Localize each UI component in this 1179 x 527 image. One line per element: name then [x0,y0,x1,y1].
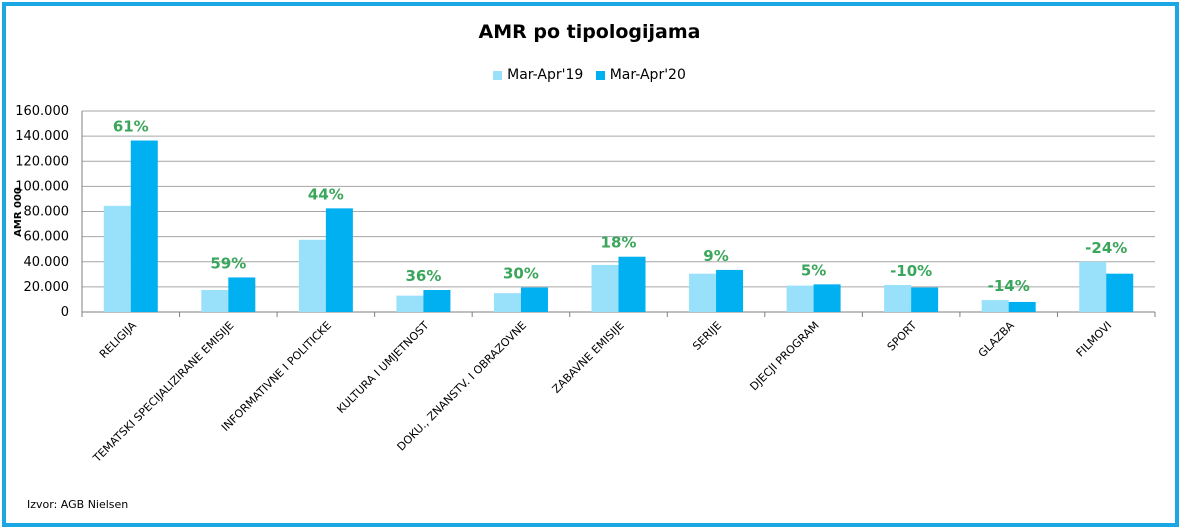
category-label: FILMOVI [1074,319,1115,360]
bar-2020 [1008,301,1036,312]
bar-2019 [591,264,619,312]
bar-2020 [228,277,256,312]
y-tick-label: 120.000 [15,154,69,169]
bar-2020 [618,256,646,312]
y-tick-label: 160.000 [15,104,69,119]
legend-item-2019: Mar-Apr'19 [493,67,583,83]
bar-2020 [325,208,353,312]
change-label: 30% [503,265,539,283]
bar-2020 [520,287,548,312]
category-label: SPORT [885,319,920,354]
bar-2019 [201,290,229,312]
change-label: 36% [405,267,441,285]
source-note: Izvor: AGB Nielsen [27,498,129,511]
bar-2019 [689,273,717,312]
chart-title: AMR po tipologijama [478,21,701,43]
legend-label-2020: Mar-Apr'20 [609,67,686,83]
bar-2019 [103,205,131,312]
category-label: KULTURA I UMJETNOST [334,319,431,416]
legend-swatch-2020 [595,70,605,80]
bar-2019 [884,284,912,312]
bar-2020 [813,284,841,312]
change-label: 9% [703,247,728,265]
legend-item-2020: Mar-Apr'20 [595,67,686,83]
bar-2020 [716,269,744,312]
y-tick-label: 40.000 [24,255,70,270]
bar-2020 [1106,273,1134,312]
change-label: -14% [988,277,1030,295]
change-label: 5% [801,261,826,279]
chart-legend: Mar-Apr'19 Mar-Apr'20 [0,67,1179,84]
change-label: 61% [113,118,149,136]
category-label: SERIJE [690,319,724,353]
legend-label-2019: Mar-Apr'19 [507,67,584,83]
bar-2019 [786,285,814,312]
bar-2020 [911,287,939,312]
category-label: ZABAVNE EMISIJE [550,319,627,396]
change-label: 44% [308,185,344,203]
y-tick-label: 140.000 [15,129,69,144]
change-label: -10% [890,262,932,280]
y-tick-label: 20.000 [24,280,70,295]
bar-2019 [493,293,521,312]
y-tick-label: 100.000 [15,179,69,194]
legend-swatch-2019 [493,70,503,80]
category-label: GLAZBA [976,319,1017,360]
bar-2019 [298,239,326,312]
category-label: INFORMATIVNE I POLITICKE [219,319,334,434]
y-tick-label: 80.000 [24,205,70,220]
change-label: 18% [601,234,637,252]
y-tick-label: 60.000 [24,230,70,245]
y-tick-label: 0 [61,305,69,320]
bar-2019 [981,300,1009,312]
bar-2019 [396,295,424,312]
category-label: DJECJI PROGRAM [747,319,821,393]
category-label: RELIGIJA [97,319,139,361]
change-label: 59% [210,254,246,272]
y-axis-label: AMR 000 [13,187,24,237]
bar-2020 [130,140,158,312]
bar-2020 [423,290,451,312]
change-label: -24% [1085,239,1127,257]
bar-2019 [1079,261,1107,312]
